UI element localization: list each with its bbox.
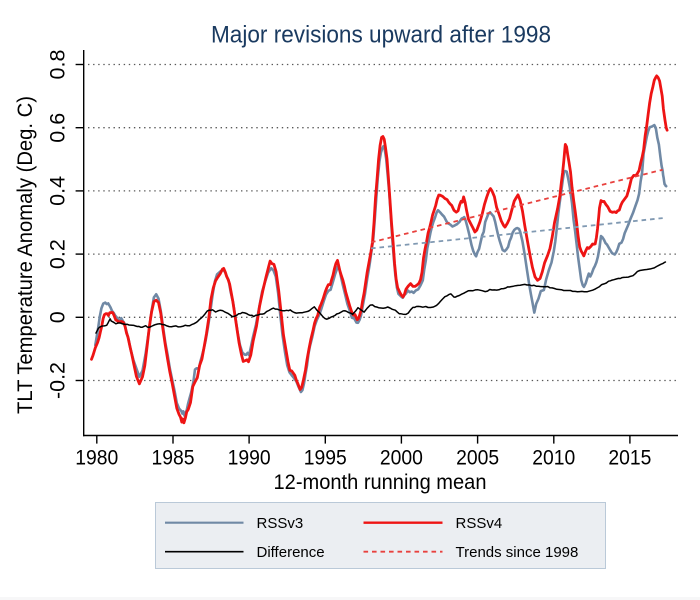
- svg-text:Major revisions upward after 1: Major revisions upward after 1998: [211, 22, 551, 49]
- svg-text:0.6: 0.6: [47, 113, 70, 143]
- svg-text:Difference: Difference: [257, 544, 325, 561]
- svg-text:2000: 2000: [380, 447, 423, 470]
- svg-text:RSSv3: RSSv3: [257, 515, 304, 532]
- svg-text:1985: 1985: [152, 447, 195, 470]
- svg-text:2010: 2010: [532, 447, 575, 470]
- svg-text:0: 0: [47, 311, 70, 323]
- svg-text:1990: 1990: [228, 447, 271, 470]
- svg-text:2015: 2015: [608, 447, 651, 470]
- svg-text:1995: 1995: [304, 447, 347, 470]
- svg-text:12-month running mean: 12-month running mean: [274, 471, 487, 494]
- svg-text:RSSv4: RSSv4: [456, 515, 503, 532]
- svg-text:2005: 2005: [456, 447, 499, 470]
- svg-text:1980: 1980: [75, 447, 118, 470]
- svg-text:-0.2: -0.2: [47, 362, 70, 399]
- svg-text:Trends since 1998: Trends since 1998: [456, 544, 579, 561]
- svg-text:0.8: 0.8: [47, 50, 70, 80]
- svg-text:TLT Temperature Anomaly (Deg.: TLT Temperature Anomaly (Deg. C): [14, 96, 37, 414]
- svg-text:0.2: 0.2: [47, 239, 70, 269]
- svg-text:0.4: 0.4: [47, 176, 70, 206]
